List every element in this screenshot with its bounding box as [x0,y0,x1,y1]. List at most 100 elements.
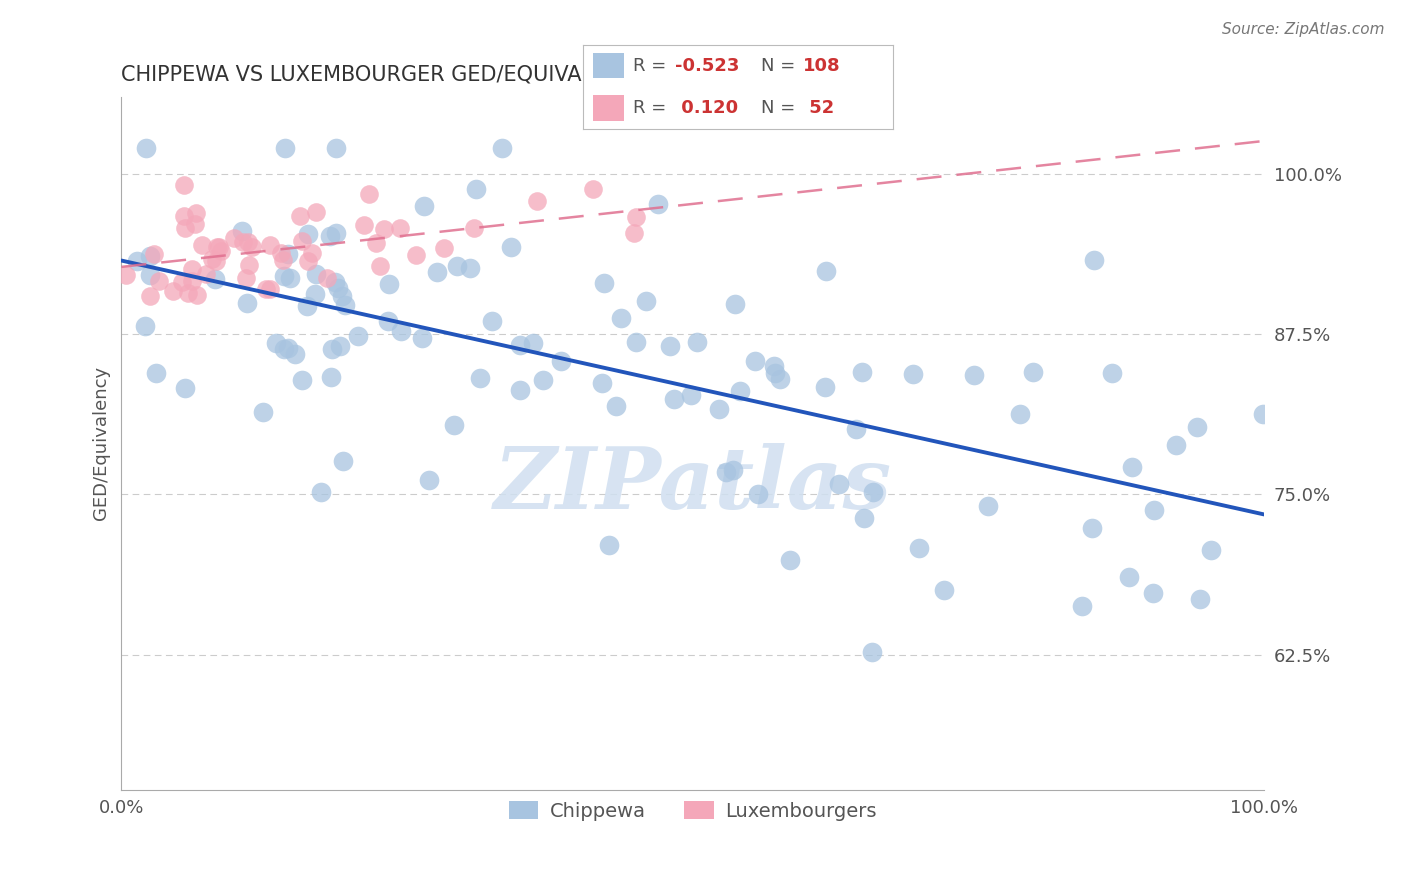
Point [325,226,347,240]
Point [446,260,468,274]
Point [194,267,217,281]
Point [623,227,645,241]
Point [259,282,281,296]
Point [278,270,301,285]
Point [297,227,319,241]
Point [1189,592,1212,607]
Point [321,342,343,356]
Point [353,219,375,233]
Point [463,221,485,235]
Point [624,210,647,224]
Point [481,314,503,328]
Point [426,265,449,279]
Point [845,422,868,436]
Point [318,229,340,244]
Point [433,241,456,255]
Point [605,400,627,414]
Text: CHIPPEWA VS LUXEMBOURGER GED/EQUIVALENCY CORRELATION CHART: CHIPPEWA VS LUXEMBOURGER GED/EQUIVALENCY… [121,64,880,84]
Point [283,346,305,360]
Point [242,240,264,254]
Point [186,287,208,301]
Point [252,404,274,418]
Point [173,221,195,235]
Point [1101,366,1123,380]
Point [134,319,156,334]
Point [191,238,214,252]
Point [491,141,513,155]
Text: N =: N = [762,57,801,75]
Point [125,254,148,268]
Legend: Chippewa, Luxembourgers: Chippewa, Luxembourgers [501,793,884,829]
Point [311,485,333,500]
Point [274,141,297,155]
Point [170,275,193,289]
Point [346,328,368,343]
Point [714,465,737,479]
Point [224,230,246,244]
Point [1022,365,1045,379]
Point [373,222,395,236]
Text: Source: ZipAtlas.com: Source: ZipAtlas.com [1222,22,1385,37]
Point [464,182,486,196]
Point [1166,437,1188,451]
Point [277,341,299,355]
Point [550,354,572,368]
Text: 52: 52 [803,99,834,117]
Text: 0.120: 0.120 [675,99,738,117]
Point [593,276,616,290]
Point [470,371,492,385]
Point [364,236,387,251]
Point [1121,459,1143,474]
Point [522,336,544,351]
Point [763,359,786,373]
Point [357,187,380,202]
Point [326,281,349,295]
Point [730,384,752,398]
Point [186,206,208,220]
Point [860,645,883,659]
Text: 108: 108 [803,57,841,75]
Point [333,298,356,312]
Point [647,197,669,211]
Point [418,473,440,487]
Text: -0.523: -0.523 [675,57,740,75]
Point [1010,407,1032,421]
Point [304,286,326,301]
Text: R =: R = [633,57,672,75]
Point [458,261,481,276]
Y-axis label: GED/Equivalency: GED/Equivalency [93,366,110,520]
Point [1187,420,1209,434]
Point [977,499,1000,513]
Point [232,235,254,249]
Point [271,253,294,268]
Point [378,277,401,292]
Point [173,178,195,193]
Point [173,209,195,223]
Point [405,248,427,262]
Point [205,254,228,268]
Point [658,339,681,353]
Point [330,289,353,303]
Point [277,247,299,261]
Point [205,239,228,253]
Point [509,383,531,397]
Point [184,217,207,231]
Point [235,271,257,285]
Point [1083,252,1105,267]
Point [377,314,399,328]
Point [391,324,413,338]
Point [624,334,647,349]
Point [162,284,184,298]
Point [1071,599,1094,614]
Point [329,339,352,353]
Point [200,252,222,266]
Point [908,541,931,555]
Point [509,338,531,352]
Point [231,225,253,239]
Point [963,368,986,382]
Point [443,418,465,433]
Point [325,141,347,155]
Point [609,310,631,325]
Point [207,240,229,254]
Point [769,372,792,386]
